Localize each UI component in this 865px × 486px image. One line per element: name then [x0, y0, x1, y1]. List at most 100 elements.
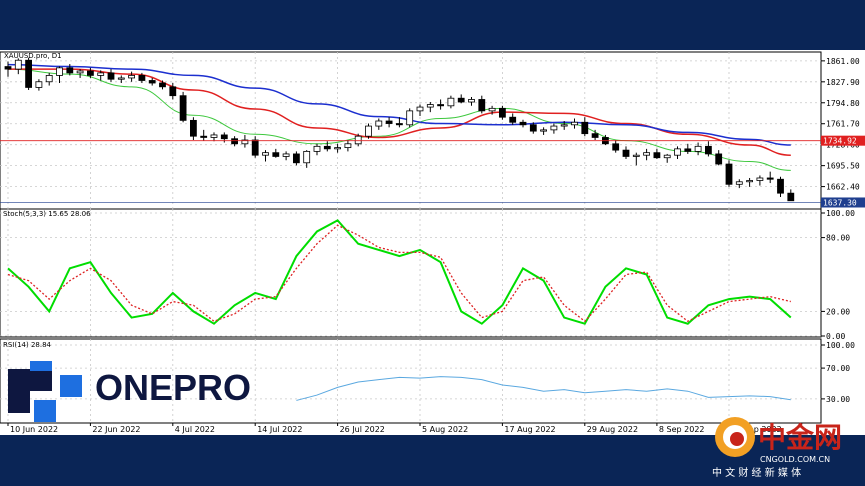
candle-body — [282, 153, 290, 157]
candle-body — [581, 121, 589, 135]
stoch-grid — [0, 209, 821, 337]
price-level-tag — [821, 135, 865, 146]
candle-body — [777, 178, 784, 194]
candle-body — [766, 177, 774, 180]
candle-body — [756, 177, 764, 181]
candle-body — [4, 66, 12, 70]
logo-square-blue — [60, 375, 82, 397]
candle-body — [725, 163, 733, 185]
candlesticks — [4, 57, 795, 202]
candle-body — [395, 123, 403, 126]
candle-body — [406, 110, 414, 126]
candle-body — [375, 120, 383, 127]
candle-body — [540, 129, 547, 132]
candle-body — [241, 139, 249, 145]
watermark-emblem-core — [730, 432, 744, 446]
candle-body — [262, 152, 269, 156]
price-y-tick-label: 1861.00 — [826, 57, 860, 66]
candle-body — [498, 107, 506, 118]
candle-body — [653, 152, 661, 159]
watermark-tagline: 中 文 财 经 新 媒 体 — [712, 466, 801, 479]
stoch-d-line — [7, 224, 791, 323]
candle-body — [684, 148, 692, 152]
logo-square-blue-2 — [34, 400, 56, 422]
logo-square-dark-4 — [30, 361, 52, 371]
candle-body — [550, 125, 558, 131]
stoch-y-tick-label: 100.00 — [826, 209, 855, 218]
candle-body — [529, 124, 537, 132]
candle-body — [56, 67, 63, 76]
candle-body — [334, 147, 342, 150]
chart-window — [0, 50, 865, 435]
candle-body — [468, 99, 475, 103]
x-tick-label: 8 Sep 2022 — [659, 425, 705, 434]
candle-body — [169, 86, 177, 97]
price-y-tick-label: 1761.70 — [826, 120, 860, 129]
candle-body — [663, 154, 671, 159]
candle-body — [97, 72, 105, 76]
candle-body — [478, 99, 486, 112]
candle-body — [560, 124, 568, 127]
x-tick-label: 17 Aug 2022 — [504, 425, 555, 434]
candle-body — [787, 192, 795, 202]
candle-body — [303, 150, 311, 164]
candle-body — [622, 149, 630, 157]
candle-body — [612, 143, 620, 151]
candle-body — [117, 77, 125, 80]
candle-body — [519, 121, 527, 126]
x-tick-label: 14 Jul 2022 — [257, 425, 302, 434]
logo-square-dark-3 — [8, 391, 30, 413]
rsi-pane-title: RSI(14) 28.84 — [3, 341, 52, 349]
candle-body — [138, 75, 146, 81]
candle-body — [200, 135, 208, 138]
x-tick-label: 4 Jul 2022 — [175, 425, 215, 434]
candle-body — [735, 181, 743, 185]
stoch-pane-frame — [0, 208, 822, 338]
candle-body — [643, 152, 650, 156]
x-tick-label: 20 Sep 2022 — [731, 425, 782, 434]
y-axes: 1861.001827.901794.801761.701728.601695.… — [0, 57, 865, 404]
candle-body — [344, 143, 352, 148]
candle-body — [354, 135, 362, 145]
onepro-logo: ONEPRO — [8, 361, 251, 422]
rsi-lines — [296, 376, 791, 401]
candle-body — [251, 139, 259, 156]
price-pane-title: XAUUSD.pro, D1 — [4, 52, 62, 60]
x-tick-label: 26 Jul 2022 — [340, 425, 385, 434]
candle-body — [35, 81, 43, 88]
candle-body — [509, 116, 517, 123]
rsi-line — [296, 376, 791, 401]
candle-body — [416, 106, 424, 112]
candle-body — [148, 80, 156, 84]
last-price-tag — [821, 197, 865, 208]
logo-text: ONEPRO — [95, 367, 251, 408]
candle-body — [292, 153, 300, 164]
candle-body — [45, 75, 53, 83]
candle-body — [705, 145, 712, 155]
candle-body — [746, 180, 753, 183]
candle-body — [231, 138, 239, 145]
candle-body — [210, 134, 218, 138]
candle-body — [385, 120, 393, 124]
stoch-k-line — [7, 219, 792, 325]
candle-body — [694, 145, 702, 152]
stoch-y-tick-label: 80.00 — [826, 234, 850, 243]
rsi-y-tick-label: 30.00 — [826, 395, 850, 404]
candle-body — [457, 97, 465, 103]
candle-body — [437, 104, 445, 107]
candle-body — [323, 145, 331, 150]
candle-body — [591, 133, 599, 138]
watermark-site: CNGOLD.COM.CN — [760, 455, 830, 464]
candle-body — [272, 152, 280, 157]
x-axis: 10 Jun 2022 22 Jun 2022 4 Jul 2022 14 Jul 2… — [7, 423, 782, 434]
candle-body — [179, 95, 187, 121]
x-tick-label: 10 Jun 2022 — [10, 425, 58, 434]
candle-body — [25, 59, 33, 88]
logo-square-dark-2 — [30, 369, 52, 391]
candle-body — [715, 153, 723, 165]
stochastic-lines — [7, 219, 792, 325]
price-y-tick-label: 1827.90 — [826, 78, 860, 87]
x-tick-label: 5 Aug 2022 — [422, 425, 468, 434]
rsi-y-tick-label: 70.00 — [826, 364, 850, 373]
